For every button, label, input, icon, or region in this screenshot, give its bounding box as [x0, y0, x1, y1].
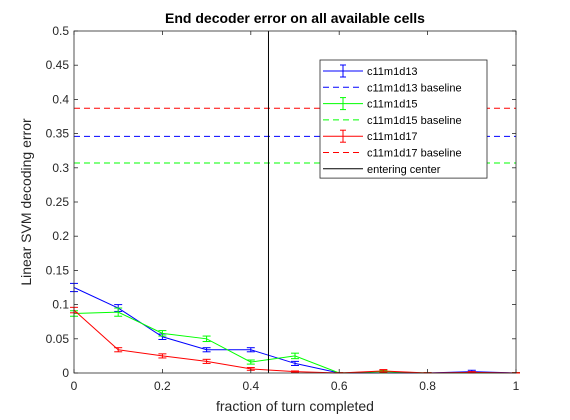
y-tick-label: 0.5 — [52, 24, 69, 38]
x-tick-label: 1 — [513, 379, 520, 393]
x-tick-label: 0.2 — [154, 379, 171, 393]
x-tick-label: 0.6 — [331, 379, 348, 393]
x-tick-label: 0.4 — [242, 379, 259, 393]
y-tick-label: 0.15 — [46, 263, 70, 277]
legend-label: c11m1d13 baseline — [367, 82, 462, 94]
y-axis-label: Linear SVM decoding error — [18, 118, 34, 286]
y-tick-label: 0.05 — [46, 332, 70, 346]
y-tick-label: 0 — [62, 366, 69, 380]
y-tick-label: 0.1 — [52, 298, 69, 312]
legend-label: c11m1d15 — [367, 99, 418, 111]
y-tick-label: 0.35 — [46, 127, 70, 141]
chart-title: End decoder error on all available cells — [165, 10, 425, 26]
x-tick-label: 0.8 — [419, 379, 436, 393]
x-tick-label: 0 — [71, 379, 78, 393]
legend-label: c11m1d17 baseline — [367, 148, 462, 160]
legend-label: c11m1d17 — [367, 131, 418, 143]
y-tick-label: 0.25 — [46, 195, 70, 209]
y-tick-label: 0.2 — [52, 229, 69, 243]
legend: c11m1d13 c11m1d13 baseline c11m1d15 c11m1d1… — [320, 60, 487, 178]
legend-label: entering center — [367, 164, 441, 176]
legend-label: c11m1d13 — [367, 66, 418, 78]
y-tick-label: 0.45 — [46, 58, 70, 72]
x-axis-label: fraction of turn completed — [216, 398, 374, 414]
y-tick-label: 0.4 — [52, 92, 69, 106]
y-tick-label: 0.3 — [52, 161, 69, 175]
legend-label: c11m1d15 baseline — [367, 115, 462, 127]
